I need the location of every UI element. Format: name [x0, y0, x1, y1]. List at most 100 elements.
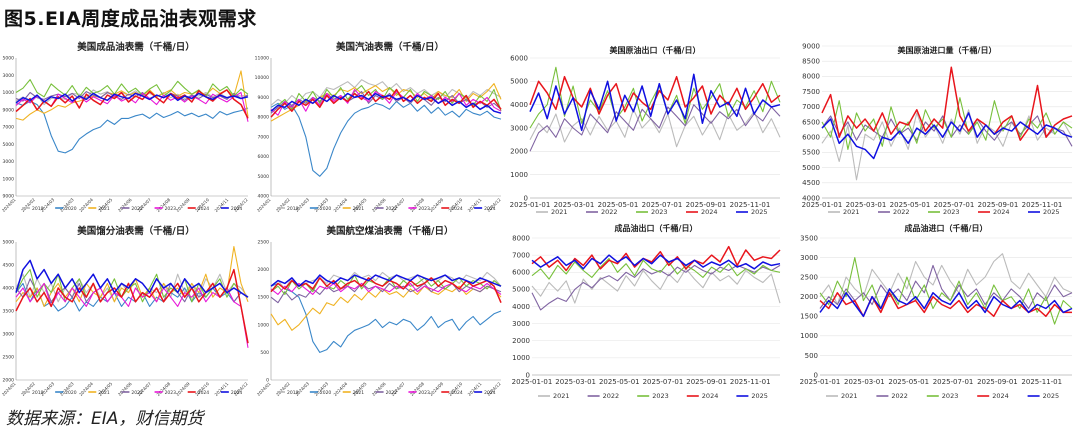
series-line-2023	[270, 274, 502, 295]
y-tick-label: 6000	[512, 269, 530, 277]
x-tick-label: 2025-09-01	[686, 201, 727, 209]
y-tick-label: 9000	[802, 42, 820, 50]
x-tick-label: 2025-09-01	[686, 378, 727, 386]
x-tick-label: 2025-01-01	[510, 201, 551, 209]
legend-label: 2021	[843, 208, 860, 216]
series-line-2021	[270, 83, 502, 122]
y-tick-label: 5500	[802, 149, 820, 157]
x-tick-label: 2024/06	[371, 381, 387, 397]
x-tick-label: 2025-11-01	[730, 201, 771, 209]
y-tick-label: 3000	[512, 320, 530, 328]
legend-label: 2024	[702, 392, 719, 400]
x-tick-label: 2024/09	[175, 381, 191, 397]
y-tick-label: 4000	[802, 194, 820, 202]
y-tick-label: 3500	[800, 234, 818, 242]
legend-label: 2023	[165, 390, 177, 396]
x-tick-label: 2024/11	[467, 381, 483, 397]
y-tick-label: 7500	[802, 88, 820, 96]
series-line-2025	[270, 92, 502, 114]
x-tick-label: 2025-01-01	[802, 201, 843, 209]
legend-label: 2024	[484, 390, 496, 396]
series-line-2020	[270, 100, 502, 177]
series-line-2021	[531, 268, 781, 304]
x-tick-label: 2025-07-01	[933, 378, 974, 386]
y-tick-label: 3000	[510, 124, 528, 132]
y-tick-label: 3000	[800, 254, 818, 262]
y-tick-label: 11000	[255, 56, 269, 62]
y-tick-label: 8000	[802, 73, 820, 81]
y-tick-label: 19000	[2, 107, 14, 113]
series-line-2020	[15, 100, 249, 154]
y-tick-label: 4000	[510, 101, 528, 109]
legend-label: 2022	[131, 390, 143, 396]
x-tick-label: 2024/06	[371, 197, 387, 213]
x-tick-label: 2025-11-01	[730, 378, 771, 386]
legend-label: 2022	[386, 390, 398, 396]
y-tick-label: 15000	[2, 142, 14, 148]
legend-label: 2021	[98, 390, 110, 396]
y-tick-label: 500	[805, 352, 818, 360]
series-line-2023b	[270, 282, 502, 295]
y-tick-label: 9000	[258, 95, 270, 101]
legend-label: 2023	[418, 206, 430, 212]
y-tick-label: 2000	[510, 148, 528, 156]
series-line-2025	[15, 92, 249, 104]
y-tick-label: 6000	[258, 154, 270, 160]
x-tick-label: 2025-03-01	[554, 201, 595, 209]
x-tick-label: 2025-03-01	[844, 378, 885, 386]
chart-title: 美国航空煤油表需（千桶/日）	[326, 225, 454, 237]
x-tick-label: 2025-05-01	[890, 201, 931, 209]
series-line-2023	[821, 97, 1073, 150]
x-tick-label: 2024/04	[333, 381, 349, 397]
y-tick-label: 2000	[3, 378, 15, 384]
y-tick-label: 5000	[258, 174, 270, 180]
y-tick-label: 5000	[510, 78, 528, 86]
chart-title: 美国馏分油表需（千桶/日）	[76, 225, 194, 237]
y-tick-label: 2000	[512, 337, 530, 345]
y-tick-label: 4000	[512, 303, 530, 311]
series-line-2023b	[15, 282, 249, 348]
legend-label: 2020	[320, 206, 332, 212]
y-tick-label: 4000	[3, 286, 15, 292]
legend-label: 2022	[893, 208, 910, 216]
y-tick-label: 6000	[802, 134, 820, 142]
y-tick-label: 17000	[2, 125, 14, 131]
x-tick-label: 2025-05-01	[888, 378, 929, 386]
y-tick-label: 2500	[3, 355, 15, 361]
series-line-2025	[531, 254, 781, 270]
legend-label: 2023	[418, 390, 430, 396]
x-tick-label: 2025-05-01	[599, 378, 640, 386]
x-tick-label: 2025-11-01	[1021, 378, 1062, 386]
x-tick-label: 2025-03-01	[555, 378, 596, 386]
y-tick-label: 25000	[2, 56, 14, 62]
legend-label: 2022	[131, 206, 143, 212]
y-tick-label: 13000	[2, 159, 14, 165]
legend-label: 2022	[603, 392, 620, 400]
chart-title: 美国原油出口（千桶/日）	[610, 45, 701, 55]
y-tick-label: 1000	[510, 171, 528, 179]
y-tick-label: 2500	[258, 240, 270, 246]
legend-label: 2024	[992, 392, 1009, 400]
y-tick-label: 11000	[2, 176, 14, 182]
y-tick-label: 5000	[512, 286, 530, 294]
x-tick-label: 2025-01-01	[512, 378, 553, 386]
legend-label: 2020	[65, 206, 77, 212]
legend-label: 2024	[451, 390, 463, 396]
series-line-2022	[270, 282, 502, 304]
y-tick-label: 1000	[512, 354, 530, 362]
y-tick-label: 2500	[800, 273, 818, 281]
legend-label: 2021	[98, 206, 110, 212]
series-line-2024	[270, 277, 502, 303]
y-tick-label: 8000	[512, 234, 530, 242]
x-tick-label: 2025-05-01	[598, 201, 639, 209]
x-tick-label: 2024/09	[428, 381, 444, 397]
chart-gasoline-demand: 美国汽油表需（千桶/日） 4000 5000 6000 7000 8000 9000 1000…	[255, 41, 502, 213]
y-tick-label: 4000	[258, 194, 270, 200]
source-note: 数据来源：EIA，财信期货	[6, 409, 204, 429]
x-tick-label: 2025-07-01	[934, 201, 975, 209]
y-tick-label: 8000	[258, 115, 270, 121]
chart-title: 美国原油进口量（千桶/日）	[898, 45, 997, 55]
y-tick-label: 0	[526, 371, 530, 379]
y-tick-label: 2000	[258, 267, 270, 273]
y-tick-label: 2000	[800, 293, 818, 301]
